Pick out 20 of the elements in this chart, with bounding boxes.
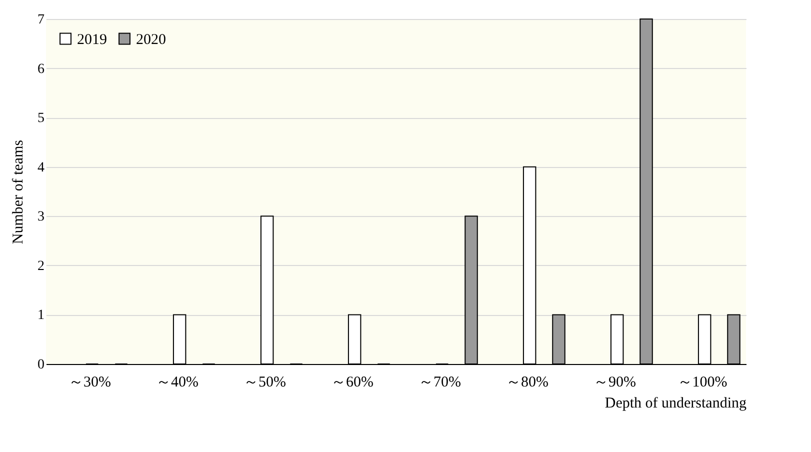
y-tick-label: 5 — [38, 111, 44, 126]
y-tick-label: 0 — [38, 358, 44, 372]
y-axis-title: Number of teams — [10, 140, 26, 244]
y-tick-label: 4 — [38, 160, 44, 176]
x-tick-label: ～70% — [418, 374, 461, 390]
y-tick-label: 6 — [38, 62, 44, 77]
legend-label: 2020 — [136, 32, 166, 48]
x-axis-title: Depth of understanding — [604, 396, 747, 412]
y-tick-label: 1 — [38, 308, 44, 324]
y-tick-label: 3 — [38, 210, 44, 225]
x-tick-label: ～80% — [506, 374, 548, 390]
y-tick-label: 7 — [38, 12, 44, 28]
x-tick-label: ～90% — [594, 374, 636, 390]
y-tick-label: 2 — [38, 258, 44, 274]
x-tick-label: ～50% — [244, 374, 286, 390]
x-tick-label: ～30% — [68, 374, 111, 390]
legend-label: 2019 — [77, 32, 107, 48]
x-tick-label: ～100% — [677, 374, 728, 390]
x-tick-label: ～40% — [156, 374, 198, 390]
x-tick-label: ～60% — [331, 374, 374, 390]
